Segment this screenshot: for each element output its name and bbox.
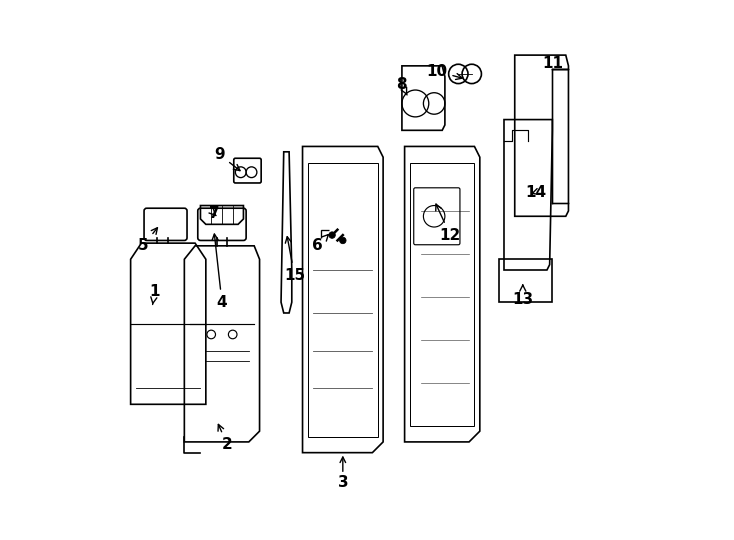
- Text: 4: 4: [212, 234, 228, 310]
- Text: 3: 3: [338, 475, 348, 490]
- Text: 12: 12: [436, 204, 461, 242]
- Text: 9: 9: [214, 147, 240, 171]
- Circle shape: [340, 237, 346, 244]
- Text: 10: 10: [426, 64, 462, 79]
- Text: 14: 14: [526, 185, 547, 200]
- Text: 13: 13: [512, 285, 534, 307]
- Text: 1: 1: [150, 284, 160, 305]
- Text: 15: 15: [284, 237, 305, 283]
- Text: 2: 2: [218, 424, 233, 452]
- Text: 5: 5: [138, 228, 158, 253]
- Text: 8: 8: [396, 77, 407, 95]
- Circle shape: [329, 232, 335, 238]
- Text: 11: 11: [542, 56, 563, 71]
- Text: 7: 7: [208, 206, 219, 221]
- Text: 6: 6: [312, 234, 328, 253]
